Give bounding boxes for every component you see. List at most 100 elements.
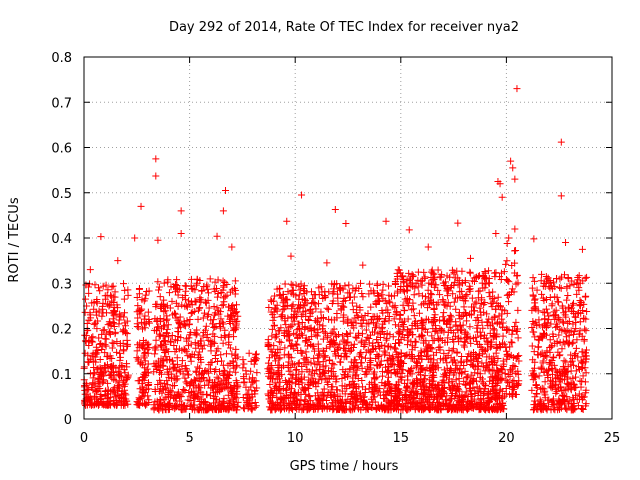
data-point <box>122 391 130 399</box>
data-point <box>478 359 486 367</box>
data-point <box>489 288 497 296</box>
data-point <box>564 291 572 299</box>
data-point <box>145 315 153 323</box>
data-point <box>450 371 458 379</box>
data-point <box>119 328 127 336</box>
data-point <box>183 302 191 310</box>
data-point <box>295 291 303 299</box>
data-point <box>575 272 583 280</box>
data-point <box>348 299 356 307</box>
data-point <box>230 305 238 313</box>
data-point <box>339 332 347 340</box>
data-point <box>173 354 181 362</box>
data-point <box>91 353 99 361</box>
data-point <box>408 398 416 406</box>
data-point <box>296 304 304 312</box>
data-point <box>379 280 387 288</box>
data-point <box>285 406 293 414</box>
data-point <box>88 334 96 342</box>
data-point <box>315 284 323 292</box>
data-point <box>443 272 451 280</box>
data-point <box>446 323 454 331</box>
data-point <box>290 317 298 325</box>
data-point <box>318 405 326 413</box>
data-point <box>105 329 113 337</box>
data-point <box>288 305 296 313</box>
data-point <box>304 342 312 350</box>
data-point <box>352 333 360 341</box>
data-point <box>277 324 285 332</box>
data-point <box>285 331 293 339</box>
data-point <box>342 352 350 360</box>
data-point <box>133 322 141 330</box>
data-point <box>465 285 473 293</box>
data-point <box>193 276 201 284</box>
data-point <box>245 349 253 357</box>
data-point <box>373 281 381 289</box>
data-point <box>380 318 388 326</box>
data-point <box>169 403 177 411</box>
data-point <box>377 357 385 365</box>
data-point <box>197 404 205 412</box>
data-point <box>406 388 414 396</box>
data-point <box>477 332 485 340</box>
data-point <box>201 381 209 389</box>
data-point <box>357 279 365 287</box>
data-point <box>354 313 362 321</box>
data-point <box>112 364 120 372</box>
data-point <box>224 312 232 320</box>
data-point <box>121 319 129 327</box>
data-point <box>104 386 112 394</box>
data-point <box>244 390 252 398</box>
data-point <box>414 325 422 333</box>
data-point <box>249 374 257 382</box>
data-point <box>205 361 213 369</box>
data-point <box>454 397 462 405</box>
data-point <box>359 293 367 301</box>
data-point <box>428 345 436 353</box>
data-point <box>193 326 201 334</box>
data-point <box>305 392 313 400</box>
data-point <box>108 283 116 291</box>
data-point <box>265 304 273 312</box>
data-point <box>93 298 101 306</box>
data-point <box>538 290 546 298</box>
data-point <box>454 274 462 282</box>
data-point <box>434 364 442 372</box>
data-point <box>221 326 229 334</box>
data-point <box>308 288 315 296</box>
data-point <box>192 281 200 289</box>
data-point <box>186 315 194 323</box>
data-point <box>207 347 215 355</box>
data-point <box>467 339 475 347</box>
data-point <box>387 343 395 351</box>
data-point <box>89 349 97 357</box>
data-point <box>341 406 349 414</box>
data-point <box>342 398 350 406</box>
data-point <box>483 310 491 318</box>
data-point <box>94 386 102 394</box>
data-point <box>279 306 287 314</box>
data-point <box>171 348 179 356</box>
data-point <box>204 289 212 297</box>
data-point <box>240 360 248 368</box>
data-point <box>248 393 256 401</box>
data-point <box>399 396 407 404</box>
data-point <box>95 284 103 292</box>
data-point <box>315 396 323 404</box>
data-point <box>398 273 406 281</box>
data-point <box>320 385 328 393</box>
data-point <box>315 375 323 383</box>
data-point <box>101 349 109 357</box>
data-point <box>292 312 300 320</box>
data-point <box>576 377 584 385</box>
data-point <box>162 353 170 361</box>
data-point <box>166 338 174 346</box>
data-point <box>425 294 433 302</box>
data-point <box>476 328 484 336</box>
data-point <box>300 355 308 363</box>
data-point <box>120 398 128 406</box>
data-point <box>292 340 300 348</box>
data-point <box>369 319 377 327</box>
data-point <box>311 325 319 333</box>
